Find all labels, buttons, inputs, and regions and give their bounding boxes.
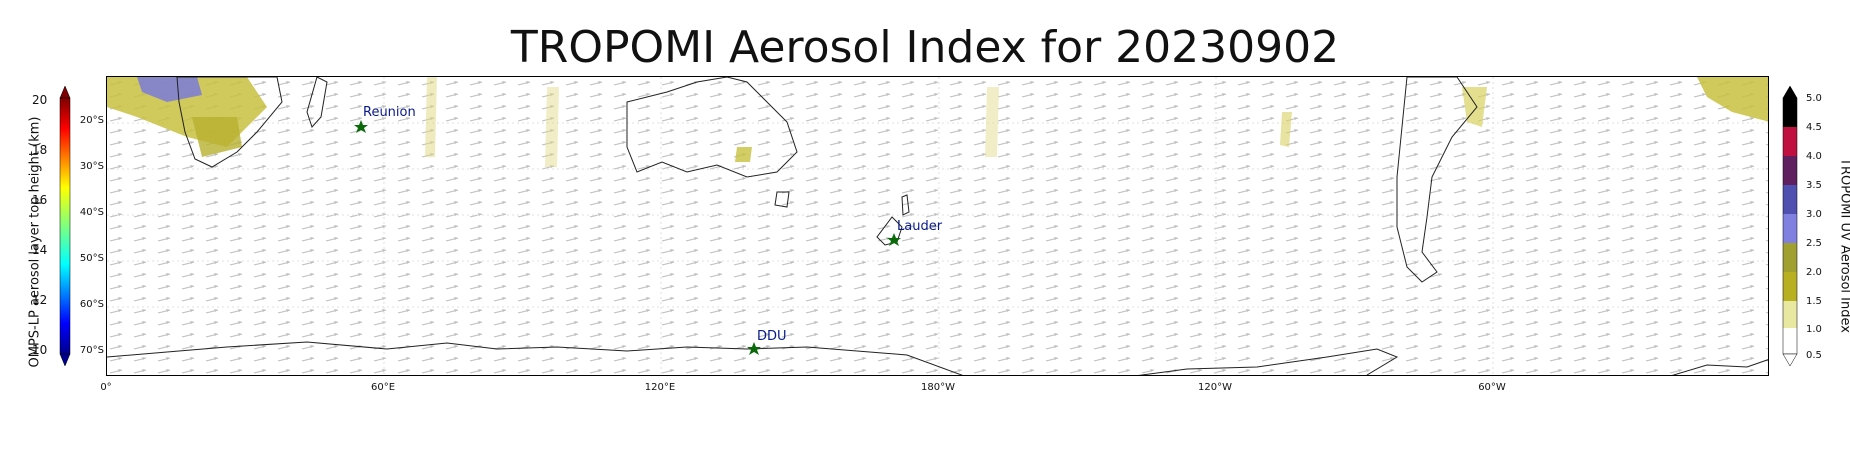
map-panel: Reunion Lauder DDU [106,76,1769,376]
lon-label-120e: 120°E [644,382,676,393]
left-cbar-tick-14: 14 [32,243,48,257]
map-canvas [107,77,1768,375]
right-colorbar-label: TROPOMI UV Aerosol Index [1837,158,1850,333]
africa-coastline [176,77,283,168]
coastlines [107,77,1768,375]
gridlines [107,77,1768,375]
left-cbar-tick-12: 12 [32,293,48,307]
right-cbar-tick-1-5: 1.5 [1806,296,1822,307]
lon-label-0: 0° [100,382,112,393]
lon-label-60w: 60°W [1478,382,1506,393]
lat-label-60s: 60°S [79,299,104,310]
left-colorbar-label: OMPS-LP aerosol layer top height (km) [27,116,43,368]
australia-coastline [626,77,798,178]
map-title: TROPOMI Aerosol Index for 20230902 [510,22,1340,73]
left-cbar-tick-18: 18 [32,143,48,157]
ddu-star-icon [747,342,761,355]
right-cbar-tick-3-0: 3.0 [1806,209,1822,220]
lat-label-30s: 30°S [79,161,104,172]
right-cbar-tick-5-0: 5.0 [1806,93,1822,104]
left-colorbar [59,86,71,366]
left-cbar-tick-20: 20 [32,93,48,107]
right-cbar-tick-3-5: 3.5 [1806,180,1822,191]
right-cbar-tick-2-5: 2.5 [1806,238,1822,249]
madagascar-coastline [306,77,328,128]
site-label-lauder: Lauder [897,219,943,234]
right-cbar-tick-2-0: 2.0 [1806,267,1822,278]
south-america-coastline [1396,77,1478,283]
right-cbar-tick-4-0: 4.0 [1806,151,1822,162]
reunion-star-icon [354,120,368,133]
lauder-star-icon [887,233,901,246]
lat-label-40s: 40°S [79,207,104,218]
site-label-reunion: Reunion [363,105,416,120]
right-cbar-tick-0-5: 0.5 [1806,350,1822,361]
left-cbar-tick-10: 10 [32,343,48,357]
lon-label-180w: 180°W [921,382,955,393]
site-label-ddu: DDU [757,329,787,344]
right-cbar-tick-1-0: 1.0 [1806,324,1822,335]
aerosol-index-patches [107,77,1768,167]
lat-label-20s: 20°S [79,115,104,126]
left-cbar-tick-16: 16 [32,193,48,207]
antarctica-coastline [107,341,1768,375]
tasmania-coastline [774,191,790,208]
site-markers [354,120,901,355]
lat-label-70s: 70°S [79,345,104,356]
wind-vector-field [107,77,1768,375]
lat-label-50s: 50°S [79,253,104,264]
right-colorbar [1782,86,1798,366]
lon-label-120w: 120°W [1198,382,1232,393]
right-cbar-tick-4-5: 4.5 [1806,122,1822,133]
lon-label-60e: 60°E [370,382,396,393]
